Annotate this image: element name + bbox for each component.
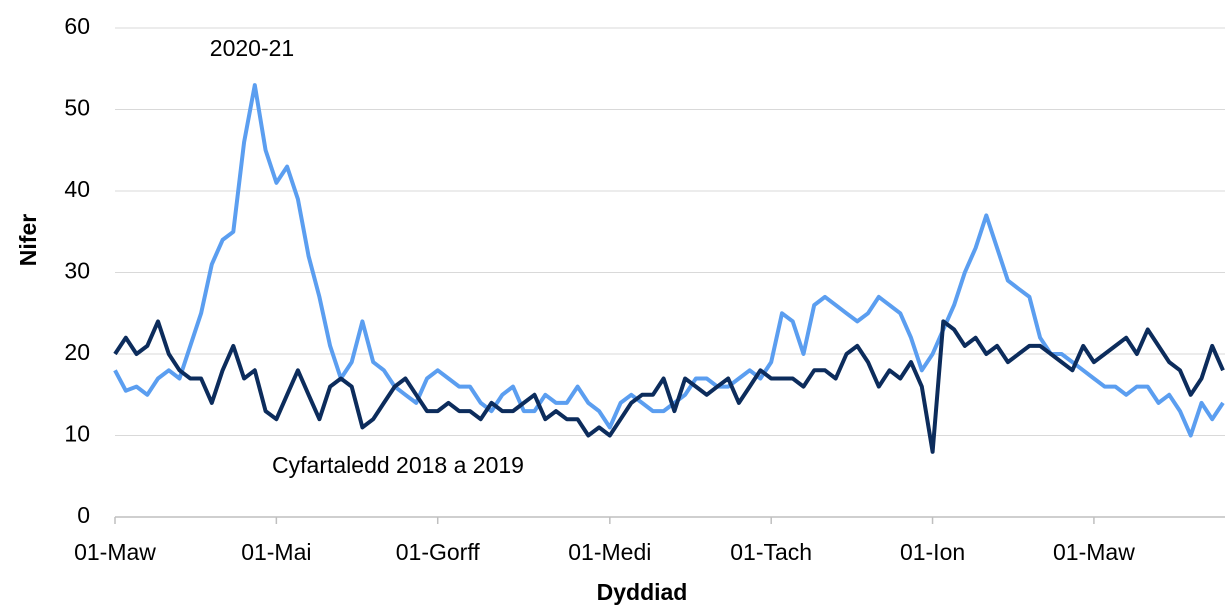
y-tick-label: 40: [64, 176, 90, 202]
y-tick-label: 0: [77, 502, 90, 528]
x-tick-label: 01-Mai: [241, 539, 311, 565]
x-tick-label: 01-Gorff: [396, 539, 481, 565]
y-tick-label: 60: [64, 13, 90, 39]
y-tick-label: 20: [64, 339, 90, 365]
x-tick-label: 01-Ion: [900, 539, 965, 565]
y-tick-label: 50: [64, 95, 90, 121]
series-annotation: 2020-21: [210, 35, 294, 61]
x-axis-title: Dyddiad: [597, 579, 688, 605]
x-tick-label: 01-Maw: [1053, 539, 1135, 565]
y-axis-title: Nifer: [15, 214, 41, 266]
series-line: [113, 83, 1225, 438]
series-annotation: Cyfartaledd 2018 a 2019: [272, 452, 524, 478]
y-tick-label: 10: [64, 421, 90, 447]
x-tick-label: 01-Maw: [74, 539, 156, 565]
y-tick-label: 30: [64, 258, 90, 284]
series-line: [113, 319, 1225, 454]
x-tick-label: 01-Tach: [730, 539, 812, 565]
x-tick-label: 01-Medi: [568, 539, 651, 565]
